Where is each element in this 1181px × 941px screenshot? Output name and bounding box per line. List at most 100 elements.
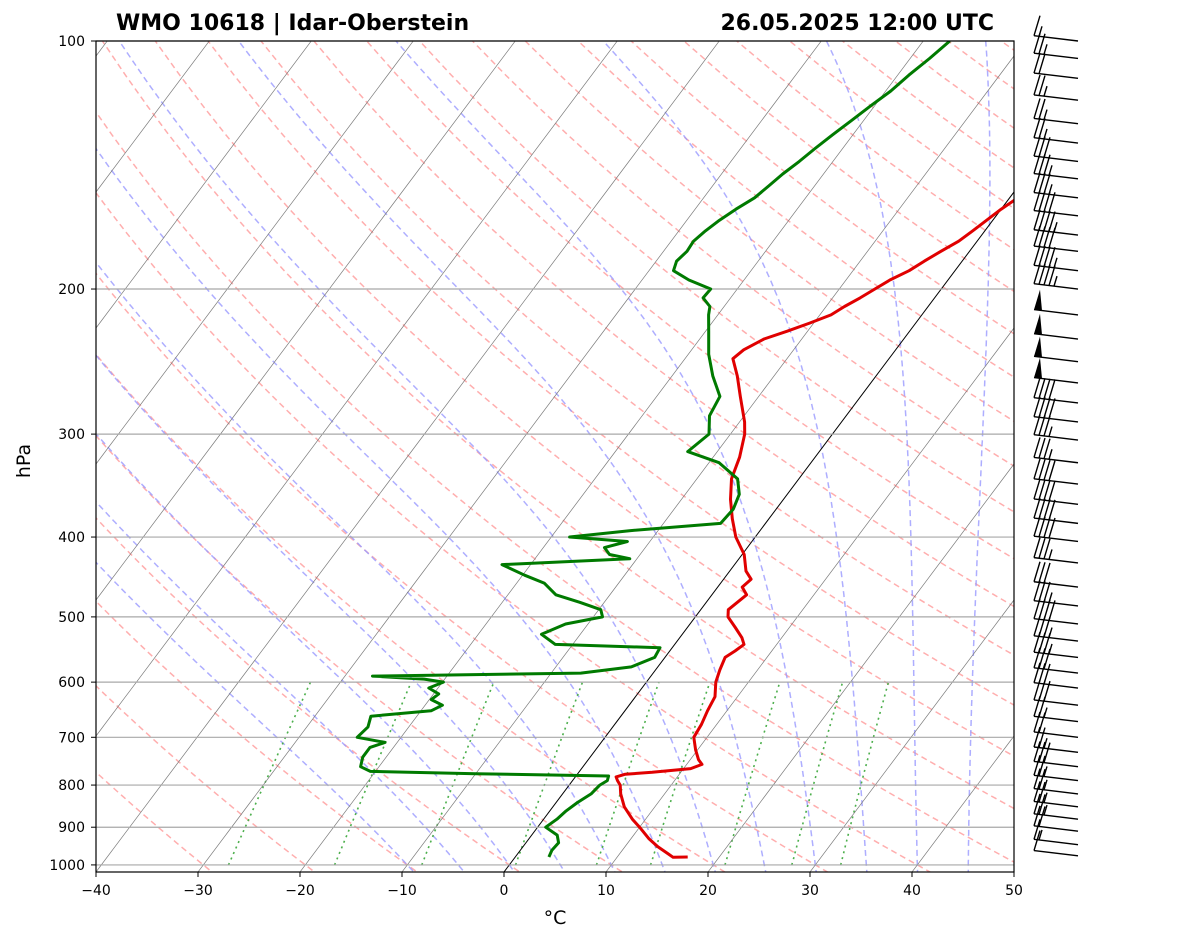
wind-barb	[1033, 336, 1079, 363]
isotherm	[605, 327, 1014, 872]
wind-barb-shaft	[1033, 245, 1079, 253]
wind-barb	[1033, 755, 1079, 782]
x-tick-label: −30	[183, 883, 213, 899]
wind-barb-half-flag	[1043, 109, 1048, 120]
x-tick-label: 50	[1005, 883, 1023, 899]
wind-barb-flag	[1038, 781, 1046, 803]
wind-barb-flag	[1033, 598, 1041, 619]
isotherm	[197, 41, 822, 872]
wind-barb-shaft	[1033, 715, 1079, 723]
wind-barb-half-flag	[1043, 804, 1048, 816]
wind-barb-shaft	[1033, 746, 1079, 753]
wind-barb	[1033, 580, 1079, 607]
isotherm	[96, 41, 312, 329]
wind-barb-flag	[1038, 378, 1046, 399]
moist-adiabat	[96, 500, 466, 872]
wind-barb-half-flag	[1038, 829, 1043, 841]
mixing-ratio-line	[791, 681, 844, 866]
wind-barb-flag	[1043, 581, 1051, 603]
wind-barb-shaft	[1033, 155, 1079, 163]
x-axis: −40 −30 −20 −10 0 10 20 30 40 50	[81, 872, 1023, 899]
moist-adiabat	[602, 41, 868, 872]
isotherm	[809, 599, 1014, 872]
wind-barb-flag	[1048, 265, 1056, 286]
wind-barb-flag	[1038, 727, 1046, 748]
wind-barb-half-flag	[1048, 449, 1053, 460]
moist-adiabat	[96, 561, 415, 872]
wind-barb-half-flag	[1043, 128, 1048, 140]
temperature-profile	[614, 198, 1014, 859]
x-tick-label: −40	[81, 883, 111, 899]
wind-barb-shaft	[1033, 517, 1079, 525]
wind-barb-flag	[1038, 516, 1046, 537]
wind-barb-flag	[1048, 517, 1056, 539]
wind-barb-flag	[1033, 755, 1041, 776]
x-tick-label: 10	[597, 883, 615, 899]
wind-barb-flag	[1038, 562, 1046, 583]
wind-barb-flag	[1043, 599, 1051, 621]
wind-barb-flag	[1033, 515, 1041, 537]
wind-barb	[1033, 357, 1079, 384]
wind-barb-pennant	[1034, 313, 1042, 335]
wind-barb-shaft	[1033, 556, 1079, 564]
wind-barb-flag	[1048, 600, 1056, 621]
y-tick-label: 1000	[49, 858, 85, 874]
wind-barb-shaft	[1033, 264, 1079, 272]
wind-barb-flag	[1048, 192, 1056, 213]
wind-barb-flag	[1043, 137, 1051, 158]
wind-barb	[1033, 819, 1079, 846]
wind-barb-shaft	[1033, 699, 1079, 706]
wind-barb-shaft	[1033, 581, 1079, 588]
moist-adiabat	[96, 354, 566, 872]
isotherm	[96, 41, 720, 872]
wind-barb-flag	[1043, 191, 1051, 212]
dry-adiabat	[96, 516, 522, 872]
wind-barb-flag	[1038, 741, 1046, 763]
wind-barb-flag	[1038, 397, 1046, 418]
wind-barb-flag	[1033, 377, 1041, 398]
wind-barb-shaft	[1033, 774, 1079, 782]
wind-barb-flag	[1043, 264, 1051, 286]
moist-adiabat	[238, 41, 767, 872]
dry-adiabat	[96, 434, 624, 872]
wind-barb-shaft	[1033, 731, 1079, 738]
wind-barb-shaft	[1033, 229, 1079, 236]
wind-barb-flag	[1033, 561, 1041, 582]
wind-barb-flag	[1043, 499, 1051, 520]
x-axis-label: °C	[544, 907, 567, 929]
wind-barb-flag	[1043, 479, 1051, 501]
wind-barb	[1033, 598, 1079, 625]
wind-barb-flag	[1033, 819, 1041, 840]
mixing-ratio-line	[839, 681, 890, 866]
wind-barb	[1033, 396, 1079, 423]
wind-barb-flag	[1038, 190, 1046, 212]
wind-barb-flag	[1048, 211, 1056, 232]
y-tick-label: 100	[58, 34, 85, 50]
wind-barb-flag	[1033, 458, 1041, 480]
wind-barb-flag	[1033, 414, 1041, 435]
dry-adiabat	[96, 771, 214, 872]
wind-barb-shaft	[1033, 396, 1079, 404]
x-tick-label: 30	[801, 883, 819, 899]
wind-barb-half-flag	[1048, 184, 1053, 195]
wind-barb-flag	[1033, 190, 1041, 211]
wind-barb-flag	[1033, 209, 1041, 230]
wind-barb-half-flag	[1048, 426, 1053, 437]
y-tick-label: 600	[58, 675, 85, 691]
wind-barb-shaft	[1033, 34, 1079, 42]
wind-barb-flag	[1033, 74, 1041, 96]
wind-barb-flag	[1033, 437, 1041, 458]
wind-barb-shaft	[1033, 813, 1079, 820]
wind-barb-shaft	[1033, 72, 1079, 80]
wind-barb	[1033, 781, 1079, 808]
wind-barb-half-flag	[1043, 766, 1048, 777]
wind-barb-flag	[1038, 172, 1046, 194]
wind-barb-half-flag	[1048, 643, 1053, 655]
wind-barb-flag	[1043, 397, 1051, 419]
wind-barb-half-flag	[1043, 44, 1048, 55]
wind-barb	[1033, 289, 1079, 316]
wind-barb	[1033, 437, 1079, 464]
wind-barb-flag	[1048, 398, 1056, 419]
wind-barb-flag	[1038, 769, 1046, 790]
wind-barb-shaft	[1033, 667, 1079, 674]
